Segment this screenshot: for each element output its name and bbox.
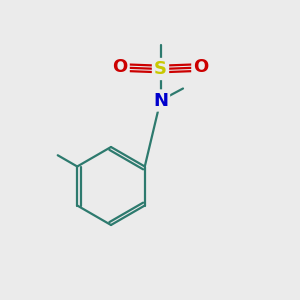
Text: N: N — [153, 92, 168, 110]
Text: O: O — [112, 58, 128, 76]
Text: O: O — [194, 58, 208, 76]
Text: S: S — [154, 60, 167, 78]
